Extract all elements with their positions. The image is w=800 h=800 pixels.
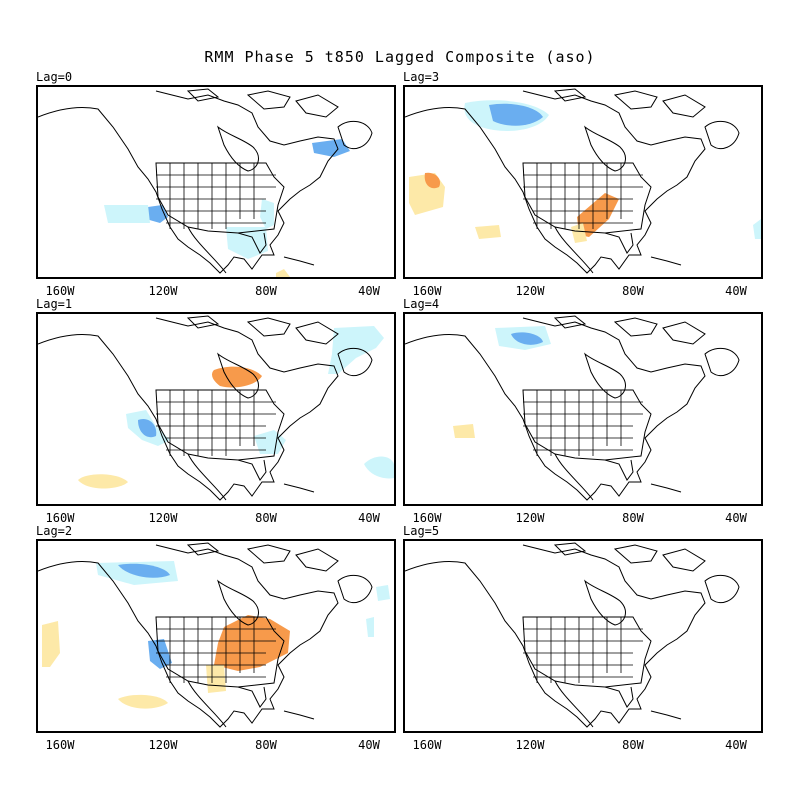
x-tick-label: 80W	[622, 284, 644, 298]
x-tick-label: 160W	[45, 284, 75, 298]
cool-anomaly-blob	[511, 332, 543, 345]
x-tick-label: 120W	[148, 511, 178, 525]
x-tick-label: 40W	[725, 284, 747, 298]
x-tick-label: 80W	[255, 284, 277, 298]
cool-anomaly-blob	[489, 103, 543, 126]
cool-anomaly-blob	[312, 139, 350, 157]
x-tick-label: 40W	[725, 738, 747, 752]
cool-anomaly-blob	[328, 326, 384, 374]
warm-anomaly-blob	[475, 225, 501, 239]
cool-anomaly-blob	[226, 227, 268, 259]
warm-anomaly-blob	[276, 269, 290, 277]
map-panel-lag5	[403, 539, 763, 733]
map-canvas	[38, 88, 373, 277]
coastline	[405, 88, 740, 274]
cool-anomaly-blob	[366, 617, 374, 637]
panel-label-lag0: Lag=0	[36, 70, 73, 84]
x-tick-label: 80W	[255, 511, 277, 525]
x-tick-label: 120W	[148, 738, 178, 752]
warm-anomaly-blob	[577, 193, 619, 237]
coastline	[38, 315, 373, 501]
coastline	[405, 315, 740, 501]
cool-anomaly-blob	[260, 199, 274, 229]
cool-anomaly-blob	[104, 205, 150, 223]
x-tick-label: 160W	[412, 738, 442, 752]
cool-anomaly-blob	[118, 563, 170, 578]
warm-anomaly-blob	[78, 474, 128, 489]
cool-anomaly-blob	[376, 585, 390, 601]
warm-anomaly-blob	[571, 223, 587, 243]
x-tick-label: 120W	[148, 284, 178, 298]
map-canvas	[405, 88, 761, 274]
cool-anomaly-blob	[254, 430, 286, 454]
x-tick-label: 80W	[622, 511, 644, 525]
figure-title: RMM Phase 5 t850 Lagged Composite (aso)	[204, 48, 596, 66]
coastline	[38, 88, 373, 274]
map-panel-lag0	[36, 85, 396, 279]
coastline	[38, 542, 373, 728]
cool-anomaly-blob	[364, 456, 394, 479]
x-tick-label: 160W	[412, 511, 442, 525]
map-canvas	[405, 542, 740, 728]
panel-label-lag4: Lag=4	[403, 297, 440, 311]
x-tick-label: 120W	[515, 284, 545, 298]
map-panel-lag1	[36, 312, 396, 506]
x-tick-label: 120W	[515, 511, 545, 525]
warm-anomaly-blob	[424, 172, 441, 189]
x-tick-label: 80W	[622, 738, 644, 752]
map-canvas	[38, 542, 390, 728]
x-tick-label: 160W	[45, 511, 75, 525]
warm-anomaly-blob	[206, 665, 226, 693]
cool-anomaly-blob	[138, 418, 157, 438]
map-canvas	[38, 315, 394, 501]
panel-label-lag5: Lag=5	[403, 524, 440, 538]
map-panel-lag3	[403, 85, 763, 279]
panel-label-lag3: Lag=3	[403, 70, 440, 84]
map-canvas	[405, 315, 740, 501]
warm-anomaly-blob	[453, 424, 475, 438]
warm-anomaly-blob	[42, 621, 60, 667]
x-tick-label: 40W	[358, 284, 380, 298]
map-panel-lag2	[36, 539, 396, 733]
warm-anomaly-blob	[118, 694, 168, 709]
x-tick-label: 40W	[725, 511, 747, 525]
cool-anomaly-blob	[753, 219, 761, 239]
coastline	[405, 542, 740, 728]
panel-label-lag2: Lag=2	[36, 524, 73, 538]
x-tick-label: 40W	[358, 738, 380, 752]
x-tick-label: 160W	[412, 284, 442, 298]
x-tick-label: 160W	[45, 738, 75, 752]
warm-anomaly-blob	[212, 366, 262, 388]
x-tick-label: 80W	[255, 738, 277, 752]
x-tick-label: 40W	[358, 511, 380, 525]
x-tick-label: 120W	[515, 738, 545, 752]
map-panel-lag4	[403, 312, 763, 506]
panel-label-lag1: Lag=1	[36, 297, 73, 311]
